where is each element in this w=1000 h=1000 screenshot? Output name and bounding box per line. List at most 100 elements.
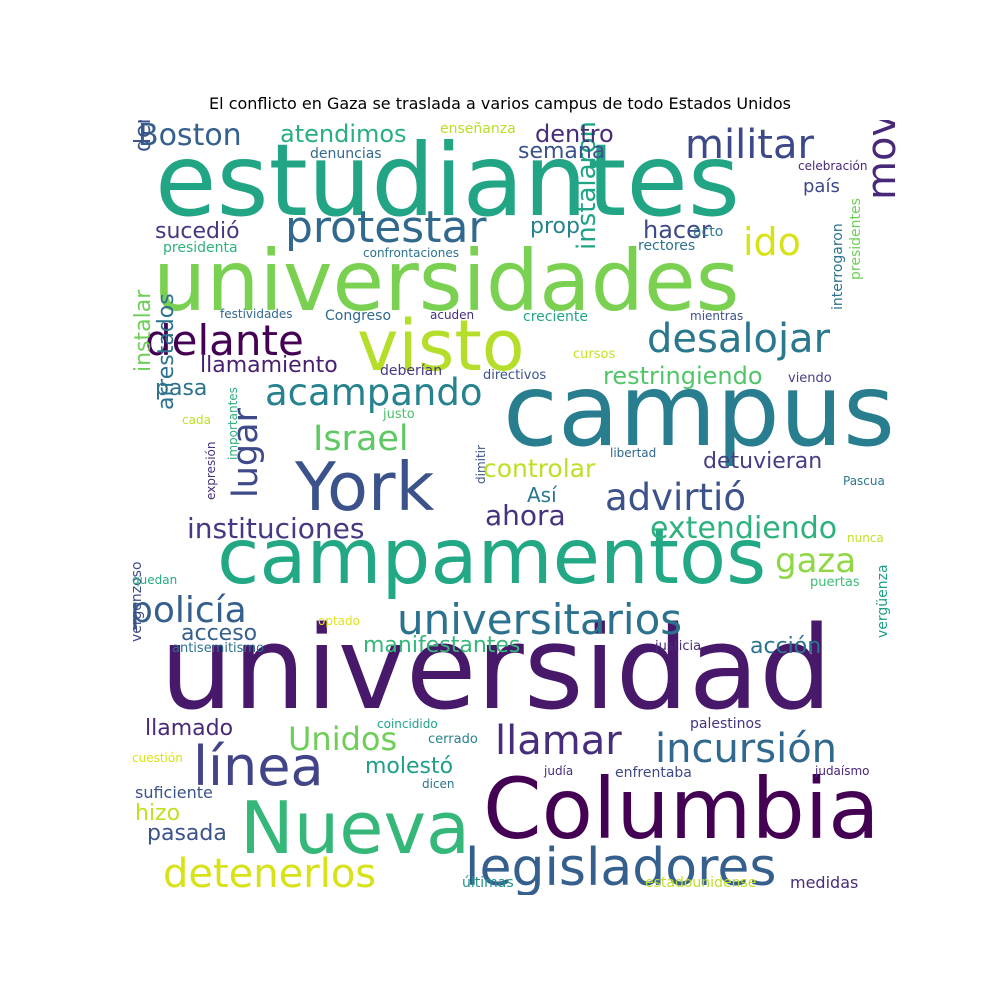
word-extendiendo: extendiendo <box>650 511 837 546</box>
word-ahora: ahora <box>485 499 566 532</box>
word-arrestados: arrestados <box>154 293 179 410</box>
word-creciente: creciente <box>523 309 588 325</box>
word-rectores: rectores <box>638 238 695 254</box>
word-presidenta: presidenta <box>163 240 238 256</box>
word-israel: Israel <box>313 419 409 459</box>
word-ensenanza: enseñanza <box>440 121 516 137</box>
word-boston: Boston <box>138 120 242 153</box>
word-expresion: expresión <box>204 442 218 500</box>
word-semana: semana <box>518 139 605 164</box>
word-presidentes: presidentes <box>848 198 864 280</box>
word-controlar: controlar <box>483 454 596 483</box>
word-justo: justo <box>382 407 415 422</box>
word-campus: campus <box>503 352 895 469</box>
word-celebracion: celebración <box>798 159 867 173</box>
word-sucedio: sucedió <box>155 219 240 244</box>
word-mientras: mientras <box>690 309 743 323</box>
word-pais: país <box>803 176 840 197</box>
word-manifestantes: manifestantes <box>363 633 520 658</box>
word-vergonzoso: vergonzoso <box>129 561 145 642</box>
word-hacer: hacer <box>643 216 711 244</box>
word-congreso: Congreso <box>325 308 391 324</box>
word-libertad: libertad <box>610 446 656 460</box>
word-llamado: llamado <box>145 716 233 741</box>
word-pasada: pasada <box>147 821 227 846</box>
word-prop: prop <box>530 214 580 239</box>
word-acampando: acampando <box>265 371 482 414</box>
word-desalojar: desalojar <box>647 316 831 362</box>
word-estadounidense: estadounidense <box>645 875 756 891</box>
word-nueva: Nueva <box>240 786 470 870</box>
word-molesto: molestó <box>365 754 453 779</box>
word-linea: línea <box>193 735 324 798</box>
word-gaza: gaza <box>775 541 856 581</box>
word-coincidido: coincidido <box>377 717 438 731</box>
word-asi: Así <box>527 483 558 507</box>
word-legisladores: legisladores <box>465 838 776 895</box>
word-dentro: dentro <box>535 120 614 148</box>
word-antisemitismo: antisemitismo <box>172 641 264 656</box>
word-york: York <box>294 448 435 526</box>
word-visto: visto <box>357 305 525 387</box>
word-unidos: Unidos <box>288 720 397 758</box>
word-quedan: quedan <box>132 573 177 587</box>
word-interrogaron: interrogaron <box>830 223 846 310</box>
word-ultimas: últimas <box>462 875 514 891</box>
word-deberian: deberían <box>380 363 442 379</box>
word-dimitir: dimitir <box>474 445 488 484</box>
word-nunca: nunca <box>847 531 884 545</box>
word-detuvieran: detuvieran <box>703 449 822 474</box>
word-cada: cada <box>182 413 211 427</box>
word-festividades: festividades <box>220 307 293 321</box>
word-protestar: protestar <box>285 202 487 253</box>
word-puertas: puertas <box>810 575 860 590</box>
word-suficiente: suficiente <box>135 783 213 802</box>
word-instituciones: instituciones <box>187 512 364 545</box>
word-universidad: universidad <box>160 602 832 736</box>
word-instalaron: instalaron <box>572 121 602 250</box>
word-judia: judía <box>543 764 573 778</box>
chart-title: El conflicto en Gaza se traslada a vario… <box>209 94 791 113</box>
word-optado: optado <box>318 614 360 628</box>
word-verguenza: vergüenza <box>875 564 891 638</box>
word-cloud: estudiantes universidad campus universidade… <box>125 120 900 895</box>
word-justicia: justicia <box>654 639 701 654</box>
word-atendimos: atendimos <box>280 120 407 148</box>
word-denuncias: denuncias <box>310 146 382 162</box>
word-cuestion: cuestión <box>132 751 183 765</box>
word-confrontaciones: confrontaciones <box>363 246 459 260</box>
word-directivos: directivos <box>483 368 546 383</box>
word-ido: ido <box>743 220 801 264</box>
word-delante: delante <box>145 316 304 365</box>
word-cursos: cursos <box>573 347 615 362</box>
word-dicen: dicen <box>422 777 455 791</box>
word-medidas: medidas <box>790 873 858 892</box>
word-cerrado: cerrado <box>428 732 478 747</box>
word-universidades: universidades <box>153 232 739 330</box>
word-pascua: Pascua <box>843 474 885 488</box>
word-incursion: incursión <box>655 726 837 772</box>
word-denominaron: denominaron <box>131 120 156 152</box>
word-estudiantes: estudiantes <box>155 122 740 239</box>
word-palestinos: palestinos <box>690 716 761 732</box>
word-hizo: hizo <box>135 801 180 826</box>
word-cloud-canvas: estudiantes universidad campus universidade… <box>129 120 900 895</box>
word-columbia: Columbia <box>483 760 880 858</box>
word-campamentos: campamentos <box>217 513 766 602</box>
word-acto: acto <box>693 224 723 240</box>
word-viendo: viendo <box>788 371 832 386</box>
word-advirtio: advirtió <box>605 476 746 519</box>
word-universitarios: universitarios <box>397 595 682 644</box>
word-movimiento: movimiento <box>859 120 900 200</box>
word-restringiendo: restringiendo <box>603 362 763 390</box>
word-enfrentaba: enfrentaba <box>615 765 692 781</box>
word-acuden: acuden <box>430 308 474 322</box>
word-detenerlos: detenerlos <box>163 851 376 895</box>
word-policia: policía <box>130 590 247 631</box>
word-instalar: instalar <box>131 289 156 372</box>
word-llamar: llamar <box>495 718 622 764</box>
word-accion: acción <box>750 634 821 659</box>
word-importantes: importantes <box>226 387 240 460</box>
word-militar: militar <box>685 122 815 168</box>
word-pasa: pasa <box>155 376 207 401</box>
